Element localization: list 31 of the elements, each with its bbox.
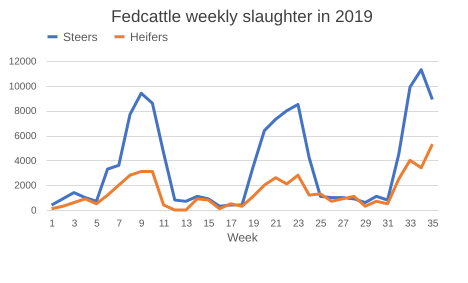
x-tick-label: 27: [338, 218, 350, 230]
x-tick-label: 25: [315, 218, 327, 230]
x-tick-label: 33: [404, 218, 416, 230]
x-tick-label: 31: [382, 218, 394, 230]
line-series: [50, 68, 434, 208]
y-tick-label: 8000: [14, 106, 37, 118]
legend-label: Heifers: [130, 30, 168, 44]
x-tick-label: 19: [248, 218, 260, 230]
y-tick-label: 2000: [14, 180, 37, 192]
legend-label: Steers: [63, 30, 98, 44]
y-tick-label: 12000: [8, 56, 37, 68]
y-tick-label: 4000: [14, 156, 37, 167]
x-tick-label: 23: [292, 218, 304, 230]
x-tick-label: 17: [226, 218, 238, 230]
x-tick-label: 35: [427, 218, 439, 230]
x-tick-label: 11: [158, 218, 170, 230]
x-axis-title: Week: [227, 230, 259, 244]
chart-title: Fedcattle weekly slaughter in 2019: [111, 7, 373, 26]
x-tick-label: 5: [94, 218, 100, 230]
x-tick-label: 13: [180, 218, 192, 230]
x-tick-label: 21: [270, 218, 282, 230]
y-tick-label: 6000: [14, 131, 37, 142]
y-tick-label: 0: [30, 206, 37, 216]
x-tick-label: 1: [49, 218, 56, 230]
x-tick-label: 3: [72, 218, 78, 230]
x-tick-label: 7: [116, 218, 123, 230]
line-series: [50, 142, 434, 212]
x-tick-label: 29: [360, 218, 372, 230]
y-tick-label: 10000: [8, 81, 37, 92]
x-tick-label: 9: [138, 218, 145, 230]
x-tick-label: 15: [203, 218, 215, 230]
